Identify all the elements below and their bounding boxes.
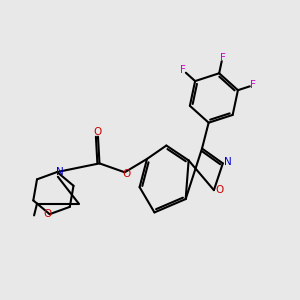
Text: O: O [216,185,224,195]
Text: F: F [180,65,186,75]
Text: O: O [122,169,130,179]
Text: N: N [56,167,63,177]
Text: N: N [224,157,232,167]
Text: F: F [220,52,225,63]
Text: F: F [250,80,256,90]
Text: O: O [43,209,51,219]
Text: O: O [94,127,102,137]
